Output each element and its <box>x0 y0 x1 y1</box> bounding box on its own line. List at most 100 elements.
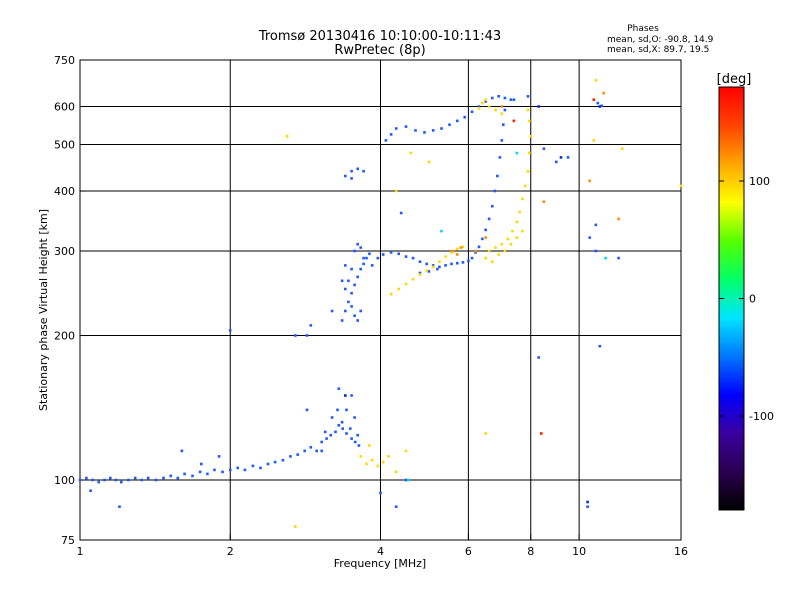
data-point <box>340 319 344 322</box>
data-point <box>320 449 323 453</box>
data-point <box>344 287 347 291</box>
data-point <box>588 179 591 183</box>
data-point <box>487 217 491 221</box>
data-point <box>162 476 165 480</box>
data-point <box>350 394 353 397</box>
data-point <box>169 474 173 478</box>
data-point <box>345 408 348 412</box>
data-point <box>78 478 82 482</box>
y-tick-label: 200 <box>54 330 75 343</box>
phase-stats-title: Phases <box>627 24 659 34</box>
data-point <box>594 223 598 227</box>
data-point <box>497 253 500 256</box>
x-tick-label: 8 <box>527 545 534 558</box>
data-point <box>341 427 344 430</box>
data-point <box>323 430 327 434</box>
data-point <box>281 458 285 462</box>
data-point <box>273 460 277 464</box>
data-point <box>154 478 158 482</box>
data-point <box>493 189 497 193</box>
data-point <box>384 139 388 142</box>
data-point <box>498 156 502 159</box>
data-point <box>140 478 144 482</box>
plot-area: 1 2 4 6 8 10 16 75 100 200 300 400 500 600 750 <box>54 54 688 558</box>
data-point <box>344 264 347 267</box>
data-point <box>370 458 374 462</box>
x-tick-label: 16 <box>674 545 688 558</box>
data-point <box>344 309 347 313</box>
data-point <box>487 105 491 108</box>
data-point <box>183 472 186 476</box>
data-point <box>444 264 447 267</box>
data-point <box>359 455 362 458</box>
data-point <box>559 156 563 159</box>
data-point <box>456 253 459 256</box>
data-point <box>427 270 431 273</box>
data-point <box>389 133 393 136</box>
data-point <box>285 135 289 138</box>
data-point <box>394 127 398 130</box>
data-point <box>387 455 390 458</box>
data-point <box>491 260 494 263</box>
data-point <box>368 252 371 256</box>
data-point <box>394 505 398 508</box>
data-point <box>477 105 481 108</box>
data-point <box>337 424 341 427</box>
data-point <box>356 275 359 279</box>
data-point <box>540 432 543 435</box>
data-point <box>500 242 504 246</box>
data-point <box>362 262 365 266</box>
data-point <box>228 329 232 332</box>
data-point <box>353 249 356 253</box>
data-point <box>330 309 334 313</box>
data-point <box>206 472 209 476</box>
data-point <box>397 287 400 291</box>
data-point <box>418 260 422 263</box>
data-point <box>440 229 443 233</box>
data-point <box>452 249 455 253</box>
data-point <box>356 319 359 322</box>
data-point <box>679 184 683 188</box>
data-point <box>594 79 598 82</box>
data-point <box>617 217 620 221</box>
data-point <box>411 277 415 281</box>
data-point <box>350 169 353 173</box>
data-point <box>515 236 519 239</box>
data-point <box>330 416 334 419</box>
data-point <box>444 255 447 258</box>
data-point <box>542 200 546 203</box>
data-point <box>414 129 417 132</box>
data-point <box>503 249 507 253</box>
x-axis-label: Frequency [MHz] <box>334 557 426 570</box>
data-point <box>394 189 398 193</box>
data-point <box>459 246 463 249</box>
data-point <box>365 462 368 466</box>
data-point <box>85 476 88 480</box>
data-point <box>127 478 130 482</box>
data-point <box>356 167 359 171</box>
data-point <box>604 256 607 260</box>
data-point <box>191 474 194 478</box>
colorbar-tick-label: 0 <box>749 293 756 306</box>
data-point <box>340 279 344 283</box>
data-point <box>484 98 487 101</box>
y-axis-label: Stationary phase Virtual Height [km] <box>37 209 50 411</box>
data-point <box>484 256 487 260</box>
data-point <box>91 478 94 482</box>
data-point <box>294 334 297 337</box>
data-point <box>309 446 313 449</box>
data-point <box>296 453 299 456</box>
data-point <box>118 505 121 508</box>
data-point <box>461 261 465 264</box>
data-point <box>425 269 428 272</box>
data-point <box>376 256 380 260</box>
data-point <box>266 462 270 466</box>
data-point <box>336 408 339 412</box>
data-point <box>596 101 600 105</box>
data-point <box>503 108 507 112</box>
data-point <box>463 115 466 119</box>
data-point <box>506 237 510 241</box>
data-point <box>350 291 353 295</box>
data-point <box>404 449 408 453</box>
